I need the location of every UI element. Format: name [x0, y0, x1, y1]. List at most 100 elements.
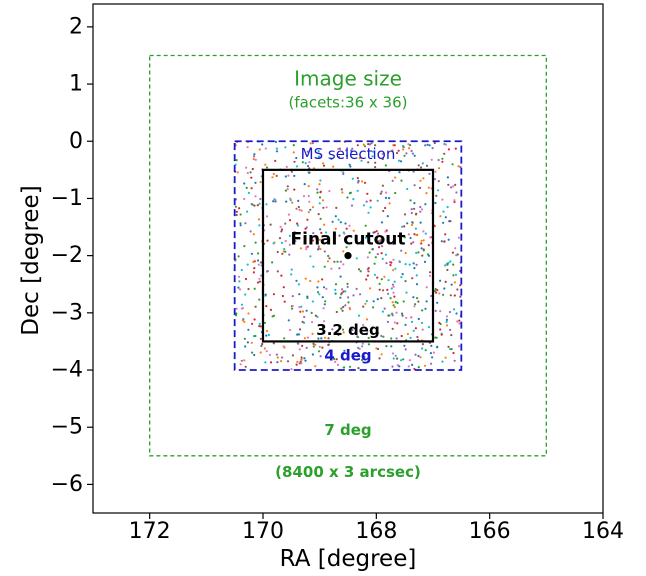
scatter-point	[317, 155, 321, 158]
scatter-point	[283, 300, 286, 303]
scatter-point	[326, 260, 330, 263]
scatter-point	[342, 290, 345, 293]
scatter-point	[307, 185, 310, 188]
scatter-point	[283, 337, 286, 340]
scatter-point	[416, 335, 419, 339]
scatter-point	[436, 301, 439, 304]
scatter-point	[408, 359, 411, 362]
scatter-point	[400, 312, 404, 315]
scatter-point	[304, 162, 307, 165]
scatter-point	[317, 337, 320, 340]
scatter-point	[393, 306, 396, 309]
scatter-point	[424, 364, 427, 367]
scatter-point	[369, 199, 372, 202]
scatter-point	[392, 285, 395, 288]
scatter-point	[393, 295, 396, 298]
scatter-point	[405, 291, 408, 294]
scatter-point	[374, 256, 377, 259]
scatter-point	[301, 161, 304, 164]
scatter-point	[398, 171, 401, 174]
scatter-point	[411, 277, 414, 280]
scatter-point	[256, 281, 260, 284]
scatter-point	[286, 185, 289, 188]
scatter-point	[444, 216, 447, 219]
scatter-point	[337, 333, 340, 337]
ms-selection-box	[233, 140, 463, 371]
scatter-point	[348, 365, 352, 368]
scatter-point	[366, 256, 369, 259]
region-boxes: Image size (facets:36 x 36) 7 deg (8400 x 3…	[149, 54, 547, 481]
scatter-point	[250, 187, 253, 190]
scatter-point	[392, 357, 395, 360]
scatter-point	[412, 296, 415, 299]
scatter-point	[444, 233, 447, 236]
scatter-point	[390, 337, 393, 340]
scatter-point	[302, 195, 306, 198]
scatter-point	[381, 245, 384, 248]
scatter-point	[406, 222, 409, 225]
y-tick-label: −4	[51, 358, 83, 383]
scatter-point	[236, 171, 239, 174]
scatter-point	[424, 232, 427, 235]
scatter-point	[303, 183, 306, 186]
scatter-point	[300, 305, 303, 308]
scatter-point	[364, 302, 367, 305]
scatter-point	[367, 336, 370, 340]
scatter-point	[291, 304, 294, 307]
scatter-point	[390, 345, 393, 348]
scatter-point	[357, 181, 360, 184]
scatter-point	[443, 240, 446, 243]
scatter-point	[422, 230, 425, 233]
scatter-point	[340, 293, 343, 296]
scatter-point	[337, 147, 340, 150]
scatter-point	[379, 192, 382, 195]
scatter-point	[405, 152, 408, 155]
scatter-point	[442, 293, 445, 296]
scatter-point	[380, 334, 383, 338]
scatter-point	[297, 205, 300, 209]
scatter-point	[252, 158, 255, 161]
scatter-point	[445, 320, 448, 324]
scatter-point	[410, 223, 414, 226]
scatter-point	[327, 337, 330, 340]
scatter-point	[259, 351, 262, 354]
scatter-point	[351, 329, 354, 332]
scatter-point	[304, 227, 307, 230]
scatter-point	[430, 158, 433, 161]
scatter-point	[295, 279, 298, 282]
scatter-point	[295, 207, 298, 210]
scatter-point	[391, 301, 394, 304]
scatter-point	[260, 344, 263, 347]
scatter-point	[367, 360, 370, 363]
scatter-point	[301, 310, 305, 313]
scatter-point	[292, 151, 295, 154]
scatter-point	[281, 356, 284, 359]
scatter-point	[335, 358, 338, 361]
scatter-point	[328, 257, 331, 260]
scatter-point	[435, 291, 438, 294]
scatter-point	[312, 232, 315, 235]
scatter-point	[312, 342, 315, 345]
scatter-point	[264, 147, 267, 150]
scatter-point	[380, 297, 383, 300]
scatter-point	[331, 328, 334, 331]
scatter-point	[234, 205, 237, 208]
scatter-point	[243, 359, 246, 362]
scatter-point	[253, 287, 256, 290]
scatter-point	[404, 263, 407, 266]
scatter-point	[347, 296, 350, 299]
scatter-point	[318, 345, 321, 348]
scatter-point	[394, 191, 397, 195]
scatter-point	[254, 241, 257, 244]
scatter-point	[298, 208, 301, 211]
scatter-point	[247, 312, 250, 315]
scatter-point	[314, 365, 317, 368]
scatter-point	[447, 261, 450, 265]
scatter-point	[425, 286, 428, 289]
scatter-point	[381, 310, 384, 313]
scatter-point	[440, 240, 443, 243]
scatter-point	[449, 328, 452, 331]
scatter-point	[355, 234, 358, 237]
scatter-point	[372, 300, 375, 303]
scatter-point	[416, 297, 419, 300]
